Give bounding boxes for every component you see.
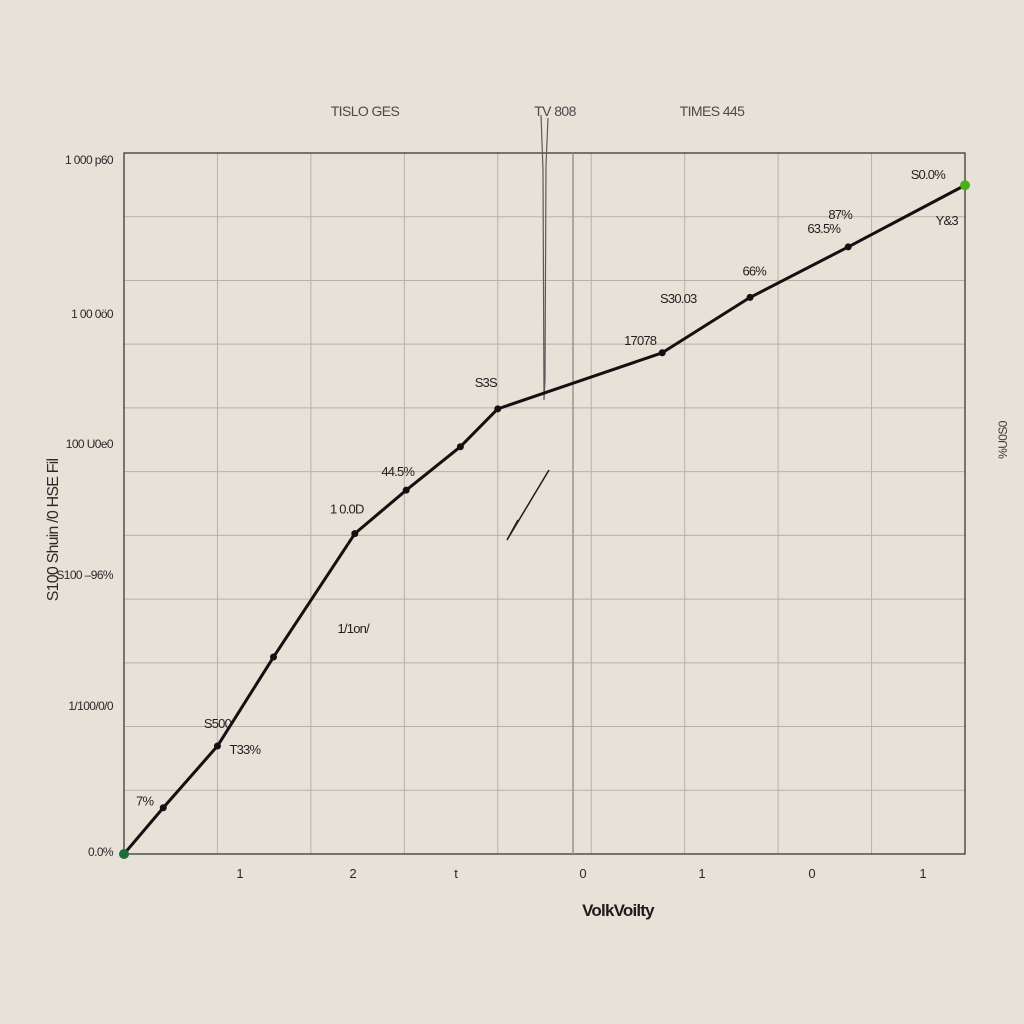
data-point <box>456 443 464 451</box>
right-axis-label: %U0S0 <box>996 420 1010 459</box>
data-point <box>159 804 167 812</box>
series-line <box>122 183 967 856</box>
x-tick-label: 1 <box>236 866 243 881</box>
x-tick-label: t <box>454 866 458 881</box>
data-label: 66% <box>742 263 767 278</box>
x-axis-label: VolkVoilty <box>582 901 655 920</box>
divider-stroke <box>540 114 549 401</box>
data-point <box>213 742 221 750</box>
data-label: 1/1on/ <box>338 621 371 636</box>
data-label: 1 0.0D <box>330 502 364 517</box>
annotation-stroke <box>506 469 550 541</box>
data-label: 63.5% <box>807 221 841 236</box>
x-tick-label: 0 <box>808 866 815 881</box>
x-tick-label: 1 <box>698 866 705 881</box>
x-tick-label: 1 <box>919 866 926 881</box>
y-axis-label: S100 Shuin /0 HSE Fil <box>45 459 62 602</box>
data-label: 87% <box>828 207 853 222</box>
y-tick-label: 1 00 0ö0 <box>71 307 114 321</box>
data-label: Y&3 <box>936 213 959 228</box>
y-tick-label: 0.0% <box>88 845 114 859</box>
top-label: TV 808 <box>534 103 576 119</box>
y-tick-label: 100 U0e0 <box>66 437 114 451</box>
data-point <box>402 486 410 494</box>
data-label: 17078 <box>624 333 657 348</box>
data-label: S30.03 <box>660 291 697 306</box>
data-point <box>658 349 666 357</box>
data-label: S0.0% <box>911 167 947 182</box>
data-label: S3S <box>475 375 498 390</box>
start-point <box>119 849 129 859</box>
grid-layer <box>124 153 965 854</box>
data-point <box>270 653 278 661</box>
data-point <box>844 243 852 251</box>
data-label: 44.5% <box>381 464 415 479</box>
end-point <box>960 180 970 191</box>
y-tick-labels: 0.0% 1/100/0/0 S100 –96% 100 U0e0 1 00 0ö0 1 … <box>56 153 114 859</box>
data-label: T33% <box>229 742 261 757</box>
plot-frame <box>123 152 966 855</box>
data-point <box>494 405 502 413</box>
data-label: 7% <box>136 794 154 809</box>
data-point <box>746 293 754 301</box>
label-layer: 7% S500 T33% 1/1on/1 0.0D 44.5% S3S 17078 S30.0… <box>136 167 959 809</box>
top-labels: TISLO GES TV 808 TIMES 445 <box>331 103 746 119</box>
x-tick-labels: 1 2 t 0 1 0 1 <box>236 866 926 881</box>
x-tick-label: 2 <box>349 866 356 881</box>
data-point <box>351 530 359 538</box>
top-label: TISLO GES <box>331 103 400 119</box>
y-tick-label: S100 –96% <box>56 568 114 582</box>
series-layer <box>119 180 970 859</box>
data-label: S500 <box>204 716 232 731</box>
x-tick-label: 0 <box>579 866 586 881</box>
y-tick-label: 1 000 p60 <box>65 153 114 167</box>
top-label: TIMES 445 <box>680 103 745 119</box>
y-tick-label: 1/100/0/0 <box>68 699 114 713</box>
